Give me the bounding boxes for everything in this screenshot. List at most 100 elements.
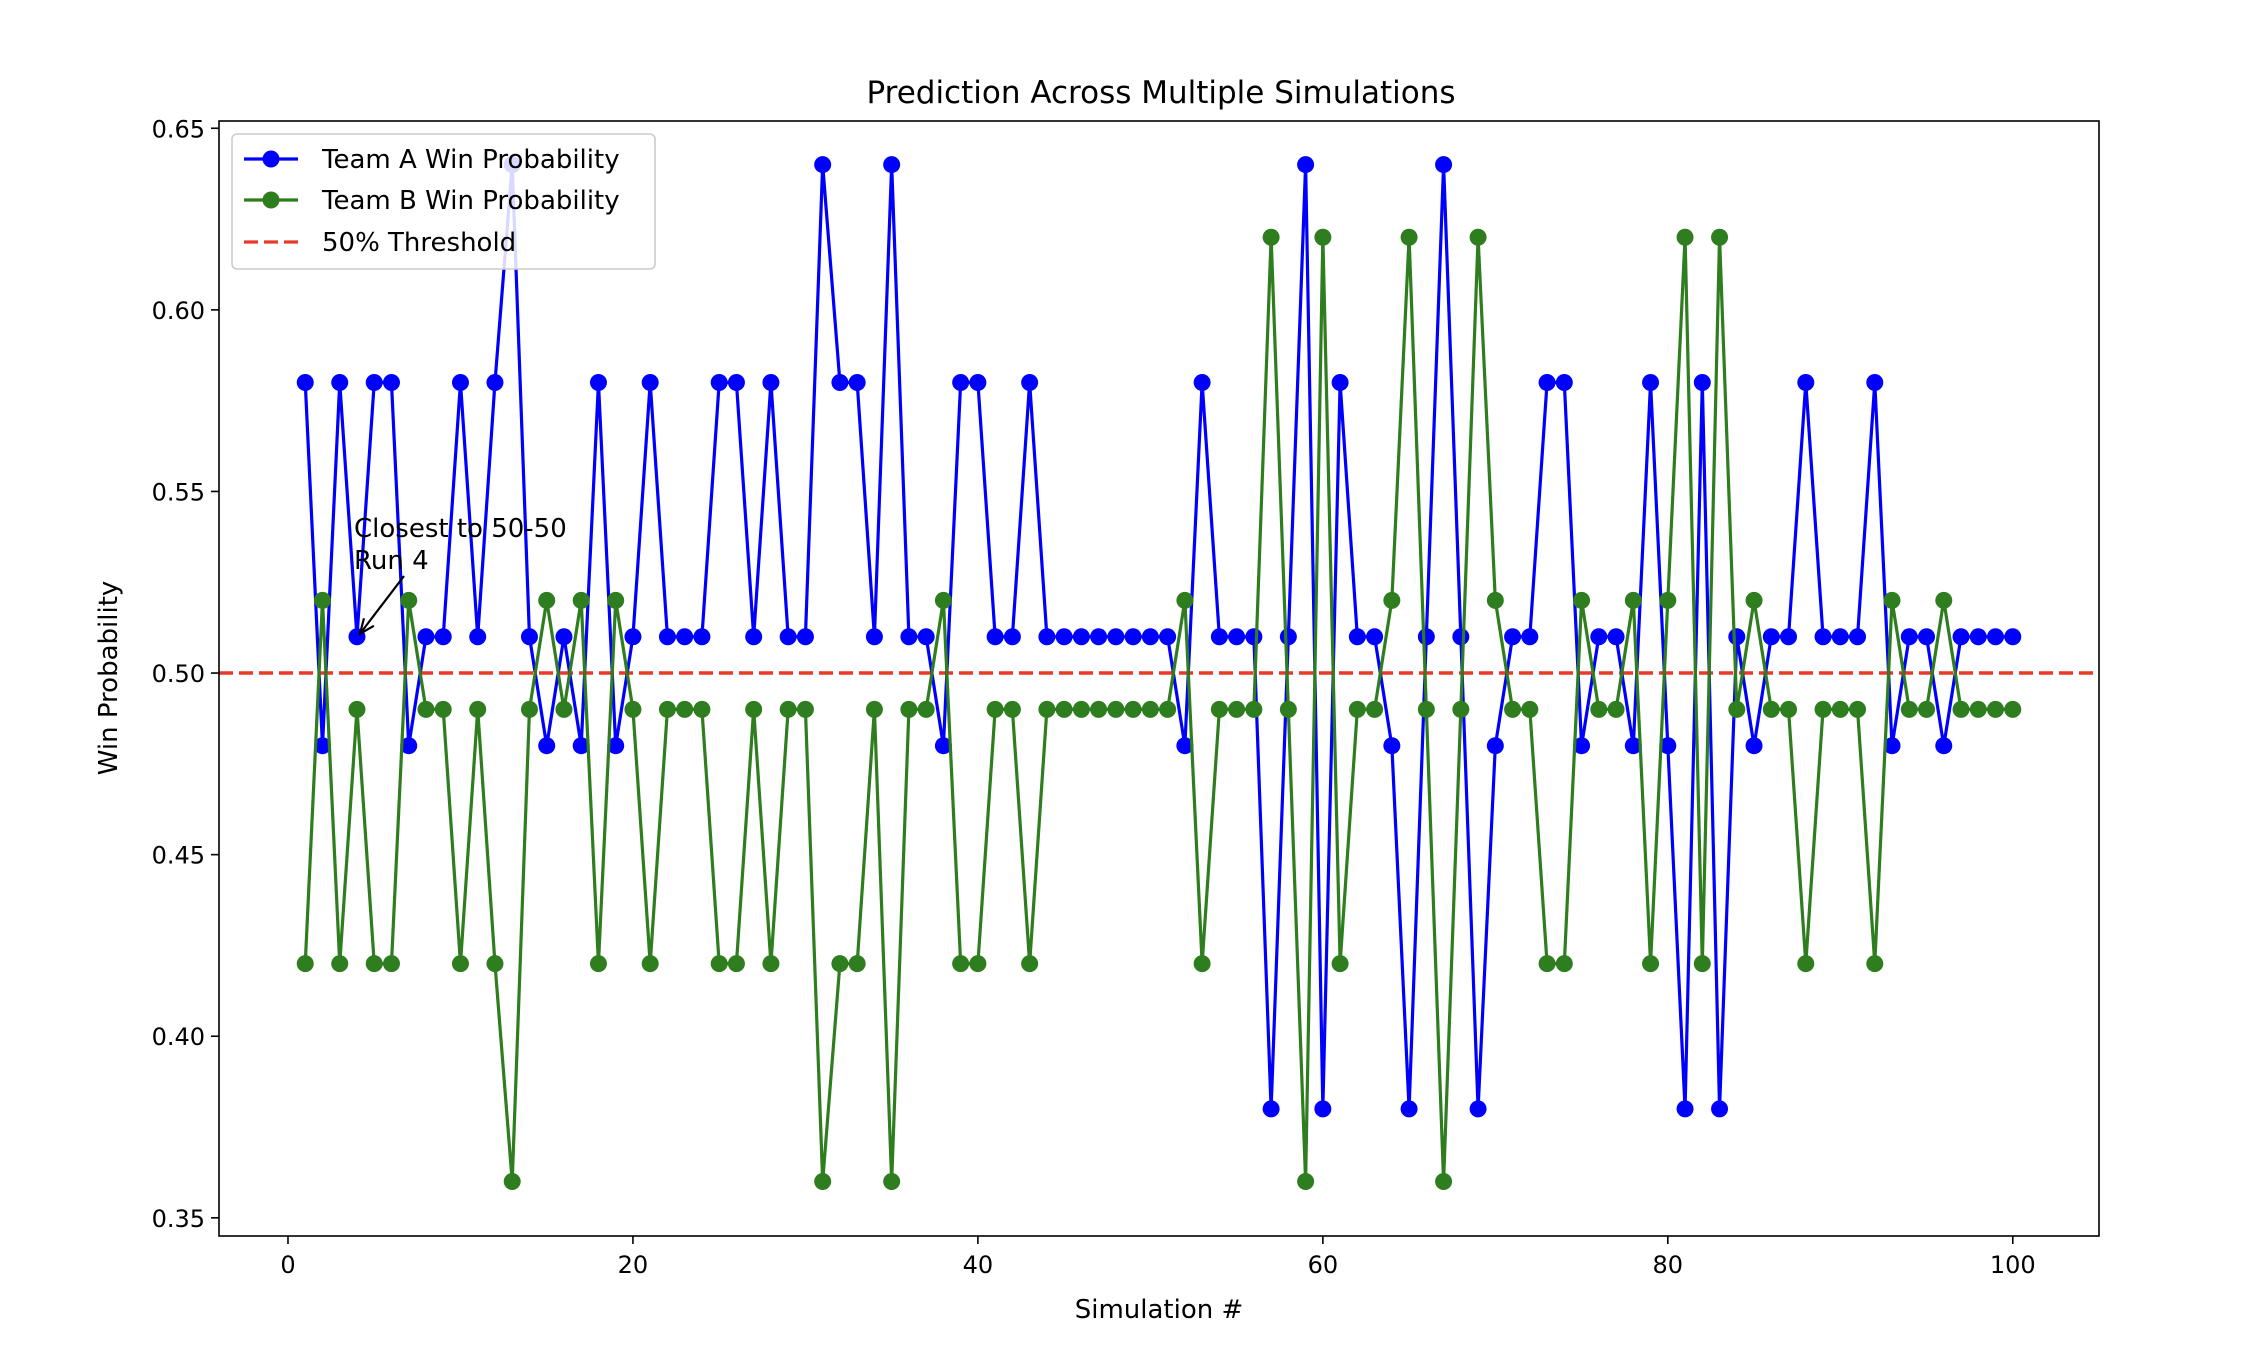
legend-marker (262, 191, 280, 209)
data-point (1883, 737, 1901, 755)
data-point (1469, 228, 1487, 246)
data-point (1141, 628, 1159, 646)
data-point (1504, 628, 1522, 646)
legend-label: 50% Threshold (322, 228, 516, 258)
data-point (1228, 700, 1246, 718)
data-point (1417, 628, 1435, 646)
data-point (1331, 955, 1349, 973)
data-point (1021, 373, 1039, 391)
legend-box (231, 133, 656, 270)
data-point (1486, 591, 1504, 609)
data-point (1711, 228, 1729, 246)
data-point (969, 373, 987, 391)
data-point (348, 700, 366, 718)
legend-label: Team B Win Probability (321, 186, 620, 216)
data-point (1452, 628, 1470, 646)
data-point (2004, 628, 2022, 646)
data-point (1435, 156, 1453, 174)
data-point (814, 156, 832, 174)
data-point (589, 955, 607, 973)
data-point (2004, 700, 2022, 718)
data-point (434, 628, 452, 646)
data-point (1952, 700, 1970, 718)
data-point (1918, 628, 1936, 646)
data-point (1693, 955, 1711, 973)
data-point (486, 955, 504, 973)
data-point (1090, 628, 1108, 646)
y-axis: 0.35 0.40 0.45 0.50 0.55 0.60 0.65 (152, 115, 219, 1233)
data-point (762, 373, 780, 391)
data-point (365, 373, 383, 391)
data-point (555, 628, 573, 646)
data-point (1055, 700, 1073, 718)
data-point (1745, 591, 1763, 609)
data-point (520, 628, 538, 646)
data-point (1504, 700, 1522, 718)
data-point (1245, 628, 1263, 646)
data-point (1866, 955, 1884, 973)
data-point (1193, 373, 1211, 391)
x-tick-label: 100 (1990, 1251, 2036, 1279)
data-point (1331, 373, 1349, 391)
data-point (469, 628, 487, 646)
data-point (1900, 700, 1918, 718)
data-point (1987, 628, 2005, 646)
data-point (1659, 737, 1677, 755)
data-point (917, 628, 935, 646)
data-point (1590, 700, 1608, 718)
data-point (1245, 700, 1263, 718)
legend-marker (262, 150, 280, 168)
data-point (607, 737, 625, 755)
data-point (727, 955, 745, 973)
data-point (1435, 1173, 1453, 1191)
data-point (1780, 628, 1798, 646)
data-point (934, 591, 952, 609)
data-point (779, 628, 797, 646)
chart-title: Prediction Across Multiple Simulations (866, 75, 1455, 111)
data-point (1538, 373, 1556, 391)
data-point (1210, 700, 1228, 718)
data-point (848, 373, 866, 391)
data-point (1521, 700, 1539, 718)
data-point (1366, 700, 1384, 718)
data-point (727, 373, 745, 391)
series-team-a (296, 156, 2022, 1118)
data-point (624, 700, 642, 718)
data-point (572, 737, 590, 755)
data-point (1469, 1100, 1487, 1118)
data-point (1383, 737, 1401, 755)
y-tick-label: 0.40 (152, 1023, 205, 1051)
data-point (607, 591, 625, 609)
data-point (1711, 1100, 1729, 1118)
x-tick-label: 20 (618, 1251, 649, 1279)
data-point (779, 700, 797, 718)
data-point (1969, 628, 1987, 646)
data-point (1124, 700, 1142, 718)
data-point (1262, 228, 1280, 246)
data-point (1590, 628, 1608, 646)
data-point (589, 373, 607, 391)
data-point (1159, 700, 1177, 718)
data-point (538, 591, 556, 609)
data-point (1659, 591, 1677, 609)
data-point (538, 737, 556, 755)
y-tick-label: 0.60 (152, 297, 205, 325)
y-tick-label: 0.65 (152, 115, 205, 143)
data-point (831, 955, 849, 973)
data-point (1210, 628, 1228, 646)
x-tick-label: 0 (280, 1251, 295, 1279)
data-point (1814, 628, 1832, 646)
data-point (969, 955, 987, 973)
data-point (1193, 955, 1211, 973)
data-point (1555, 955, 1573, 973)
data-point (900, 628, 918, 646)
series-team-b (296, 228, 2022, 1191)
data-point (676, 628, 694, 646)
data-point (1797, 373, 1815, 391)
data-point (1969, 700, 1987, 718)
data-point (952, 955, 970, 973)
data-point (865, 628, 883, 646)
data-point (658, 700, 676, 718)
data-point (1348, 628, 1366, 646)
